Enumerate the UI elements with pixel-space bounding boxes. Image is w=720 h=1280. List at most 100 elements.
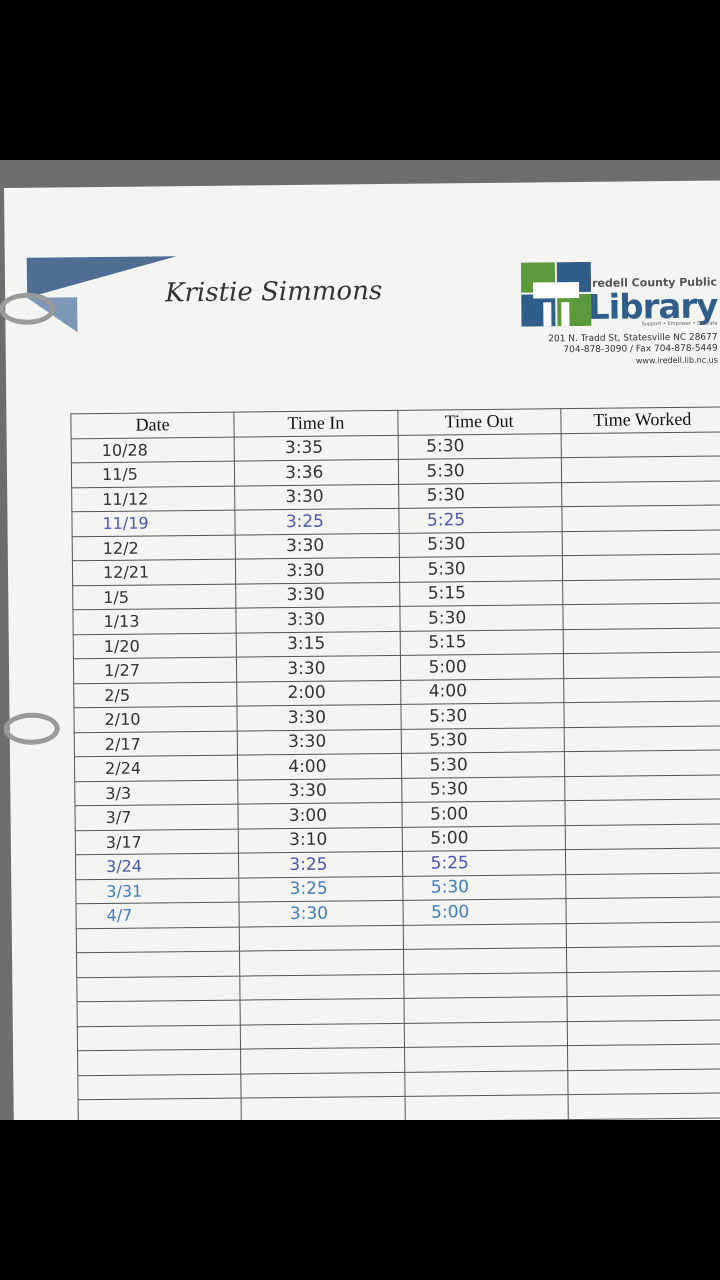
- cell: 3:25: [235, 508, 399, 535]
- timesheet: Date Time In Time Out Time Worked 10/28 3:35…: [70, 406, 720, 1120]
- cell: 5:30: [397, 457, 562, 484]
- cell: 3/3: [74, 779, 239, 806]
- cell: 4:00: [237, 753, 402, 780]
- cell: 1/13: [72, 608, 237, 635]
- cell: [562, 627, 720, 654]
- cell: 5:30: [401, 776, 565, 803]
- cell: 3:30: [237, 728, 401, 756]
- cell: 5:00: [402, 898, 566, 925]
- cell: 5:30: [402, 874, 566, 901]
- cell: 3:30: [235, 532, 399, 560]
- photo: Kristie Simmons Iredell County Public Li…: [0, 160, 720, 1120]
- cell: [563, 700, 720, 728]
- cell: [241, 1096, 405, 1120]
- column-header: Time In: [234, 410, 398, 437]
- cell: 3:30: [236, 655, 401, 682]
- cell: 5:15: [399, 629, 564, 656]
- cell: 11/19: [71, 510, 236, 537]
- cell: 3:25: [238, 851, 403, 878]
- cell: [567, 1043, 720, 1071]
- cell: 5:00: [399, 653, 564, 680]
- cell: 5:30: [398, 531, 563, 558]
- column-header: Time Worked: [560, 406, 720, 434]
- cell: 5:30: [400, 751, 565, 778]
- cell: [403, 972, 567, 999]
- cell: [239, 924, 403, 952]
- cell: [561, 504, 720, 532]
- cell: [78, 1098, 242, 1120]
- cell: 3:30: [237, 777, 402, 805]
- cell: [564, 823, 720, 850]
- address: 201 N. Tradd St, Statesville NC 28677: [548, 332, 718, 345]
- cell: 1/20: [73, 632, 237, 659]
- cell: 3/17: [75, 828, 239, 855]
- cell: [77, 1000, 241, 1027]
- library-logo: [520, 261, 592, 327]
- cell: [76, 926, 240, 953]
- cell: 2/24: [74, 755, 238, 782]
- cell: 3:30: [235, 581, 400, 609]
- phone: 704-878-3090 / Fax 704-878-5449: [563, 343, 718, 356]
- website: www.iredell.lib.nc.us: [635, 355, 718, 366]
- cell: 5:00: [401, 800, 565, 827]
- cell: 3:30: [237, 704, 401, 731]
- cell: [567, 1019, 720, 1046]
- cell: 10/28: [71, 436, 235, 463]
- cell: [565, 896, 720, 924]
- cell: 3/24: [75, 853, 239, 880]
- cell: [566, 970, 720, 997]
- cell: 3:30: [235, 557, 400, 584]
- cell: [565, 921, 720, 948]
- cell: [403, 1021, 568, 1048]
- cell: [404, 1045, 568, 1072]
- column-header: Date: [70, 412, 235, 439]
- cell: 5:30: [398, 482, 562, 509]
- cell: 3:00: [238, 802, 402, 829]
- cell: 11/12: [71, 485, 236, 512]
- cell: [566, 994, 720, 1022]
- cell: 12/21: [72, 559, 236, 586]
- cell: 3:15: [236, 630, 400, 658]
- cell: [564, 749, 720, 777]
- cell: [240, 1047, 405, 1074]
- cell: [76, 975, 241, 1002]
- cell: [563, 725, 720, 752]
- cell: [241, 1071, 405, 1099]
- cell: 5:30: [399, 604, 563, 631]
- cell: 4:00: [400, 678, 564, 705]
- cell: 3:30: [239, 900, 403, 927]
- cell: 5:30: [398, 555, 563, 582]
- cell: [566, 945, 720, 973]
- cell: 3:35: [234, 434, 398, 462]
- cell: [76, 951, 241, 978]
- cell: 2/5: [73, 681, 238, 708]
- cell: [567, 1092, 720, 1120]
- cell: 3:36: [234, 459, 399, 486]
- cell: [240, 1022, 405, 1050]
- cell: [561, 455, 720, 483]
- cell: 5:00: [401, 825, 566, 852]
- cell: 5:15: [399, 580, 563, 607]
- cell: [562, 602, 720, 630]
- cell: 3:25: [238, 875, 403, 903]
- cell: 4/7: [75, 902, 240, 929]
- cell: [565, 872, 720, 899]
- cell: [565, 847, 720, 875]
- cell: [403, 996, 568, 1023]
- column-header: Time Out: [397, 408, 561, 435]
- cell: 2/17: [74, 730, 238, 757]
- cell: [239, 949, 404, 976]
- corner-graphic: [26, 256, 178, 298]
- cell: [77, 1024, 241, 1051]
- cell: 3/31: [75, 877, 240, 904]
- cell: [563, 676, 720, 703]
- cell: [240, 998, 404, 1025]
- cell: [404, 1070, 568, 1097]
- cell: 5:30: [397, 433, 562, 460]
- cell: 3:30: [234, 483, 399, 511]
- cell: [561, 480, 720, 507]
- cell: 2:00: [236, 679, 401, 707]
- cell: [563, 651, 720, 679]
- cell: [77, 1049, 242, 1076]
